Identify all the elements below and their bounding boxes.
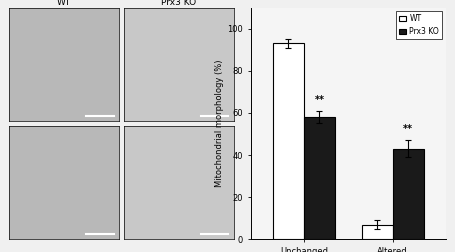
Bar: [273, 43, 304, 239]
Bar: [304, 117, 335, 239]
Text: **: **: [314, 94, 324, 105]
Title: WT: WT: [57, 0, 71, 7]
Legend: WT, Prx3 KO: WT, Prx3 KO: [395, 11, 442, 39]
Title: Prx3 KO: Prx3 KO: [161, 0, 196, 7]
Y-axis label: Mitochondrial morphology (%): Mitochondrial morphology (%): [215, 60, 224, 187]
Bar: [362, 225, 393, 239]
Text: **: **: [403, 124, 413, 134]
Bar: [393, 149, 424, 239]
